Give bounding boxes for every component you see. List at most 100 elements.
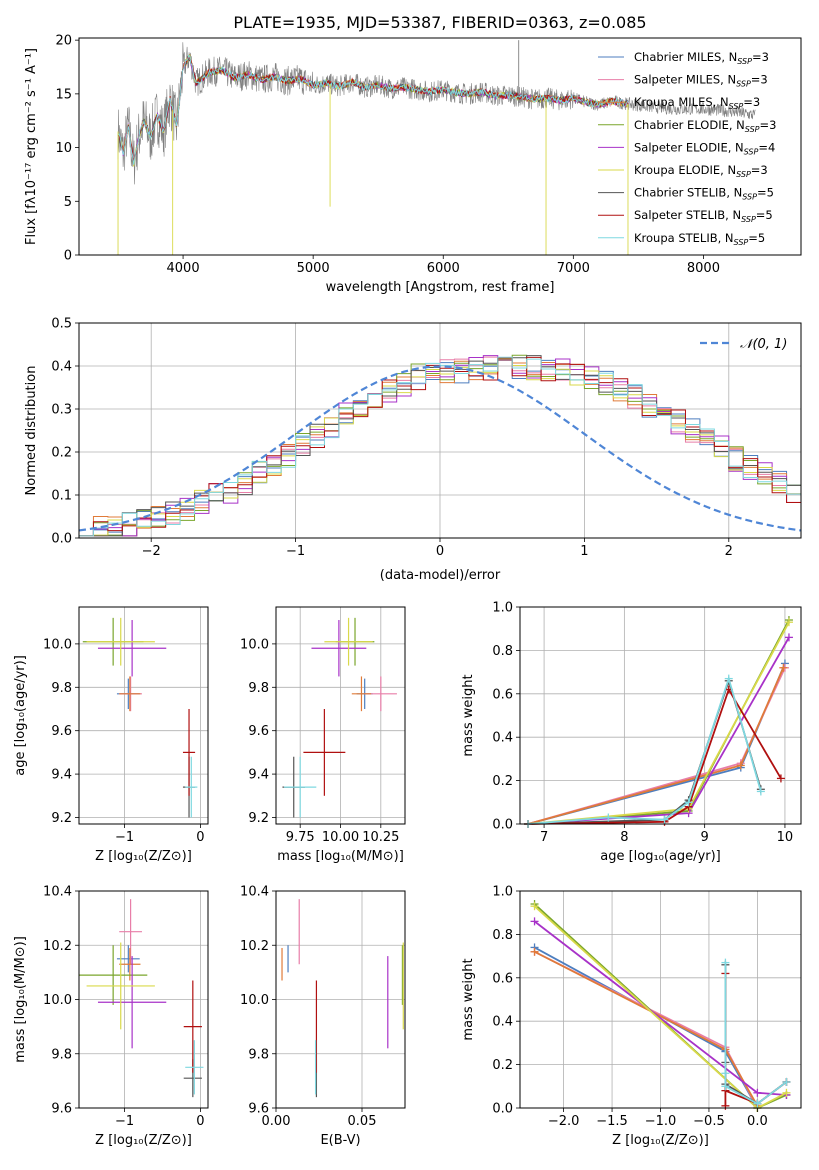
y-tick-label: 0.6 (492, 687, 513, 702)
x-tick-label: 9.75 (286, 830, 315, 845)
x-tick-label: −1 (115, 1114, 134, 1129)
legend-label: Salpeter STELIB, NSSP=5 (634, 208, 773, 224)
x-tick-label: 0 (196, 830, 204, 845)
x-tick-label: 8000 (687, 261, 720, 276)
y-tick-label: 10.2 (240, 939, 269, 954)
mass-weight-line (527, 621, 790, 825)
y-tick-label: 0.2 (492, 1058, 513, 1073)
x-tick-label: −2.0 (548, 1114, 580, 1129)
y-tick-label: 9.4 (248, 768, 269, 783)
legend-label: Chabrier STELIB, NSSP=5 (634, 186, 774, 202)
x-tick-label: 4000 (167, 261, 200, 276)
y-axis-label: Normed distribution (24, 366, 39, 496)
y-tick-label: 9.4 (51, 768, 72, 783)
x-tick-label: 0.00 (262, 1114, 291, 1129)
x-tick-label: −1.5 (596, 1114, 628, 1129)
x-tick-label: 10 (777, 830, 794, 845)
y-tick-label: 9.6 (51, 724, 72, 739)
y-tick-label: 0.6 (492, 971, 513, 986)
y-axis-label: Flux [fλ10⁻¹⁷ erg cm⁻² s⁻¹ A⁻¹] (24, 48, 39, 245)
y-tick-label: 0.4 (492, 1015, 513, 1030)
y-tick-label: 10.0 (240, 993, 269, 1008)
x-tick-label: 5000 (297, 261, 330, 276)
x-tick-label: 0.05 (348, 1114, 377, 1129)
massweight-vs-metallicity-panel: −2.0 −1.5 −1.0 −0.5 0.0 0.0 0.2 0.4 0.6 0.8 1.0 Z [… (461, 885, 802, 1148)
normal-distribution-curve (78, 365, 802, 532)
mass-vs-ebv-panel: 0.00 0.05 9.6 9.8 10.0 10.2 10.4 E(B-V) (240, 885, 406, 1148)
y-axis-label: age [log₁₀(age/yr)] (13, 655, 28, 776)
y-axis-label: mass weight (461, 958, 476, 1040)
model-spectrum-line (117, 54, 629, 162)
x-tick-label: 0 (436, 544, 444, 559)
y-tick-label: 0.1 (51, 489, 72, 504)
model-spectrum-line (117, 54, 629, 162)
y-tick-label: 0.4 (492, 731, 513, 746)
y-tick-label: 9.6 (248, 1102, 269, 1117)
y-tick-label: 9.8 (248, 1047, 269, 1062)
x-tick-label: 8 (620, 830, 628, 845)
x-tick-label: 9 (701, 830, 709, 845)
massweight-vs-age-panel: 7 8 9 10 0.0 0.2 0.4 0.6 0.8 1.0 age [log₁₀(age/yr… (461, 601, 802, 864)
mass-weight-line (527, 667, 786, 825)
y-tick-label: 10 (55, 141, 72, 156)
y-tick-label: 10.0 (43, 637, 72, 652)
legend-label: Salpeter ELODIE, NSSP=4 (634, 140, 775, 156)
y-tick-label: 0.4 (51, 360, 72, 375)
y-tick-label: 20 (55, 34, 72, 49)
y-tick-label: 10.4 (43, 885, 72, 900)
y-axis-label: mass [log₁₀(M/M⊙)] (13, 936, 28, 1063)
y-tick-label: 1.0 (492, 885, 513, 900)
axes-frame (519, 606, 802, 825)
residual-histogram (79, 355, 801, 537)
legend-label: Kroupa STELIB, NSSP=5 (634, 231, 765, 247)
legend-label: Kroupa MILES, NSSP=3 (634, 95, 760, 111)
mass-weight-line (724, 964, 788, 1105)
model-spectrum-line (117, 54, 629, 165)
axes-frame (78, 606, 209, 825)
y-tick-label: 0.8 (492, 644, 513, 659)
x-tick-label: 0 (196, 1114, 204, 1129)
spectrum-panel: 4000 5000 6000 7000 8000 0 5 10 15 20 wavelength [… (24, 34, 802, 295)
legend-label: Salpeter MILES, NSSP=3 (634, 73, 768, 89)
x-axis-label: wavelength [Angstrom, rest frame] (326, 280, 555, 295)
x-tick-label: −1 (286, 544, 305, 559)
x-axis-label: mass [log₁₀(M/M⊙)] (277, 849, 404, 864)
y-tick-label: 10.4 (240, 885, 269, 900)
y-tick-label: 9.8 (248, 681, 269, 696)
y-tick-label: 0.5 (51, 317, 72, 332)
x-tick-label: −2 (142, 544, 161, 559)
mass-weight-line (534, 950, 759, 1107)
y-tick-label: 10.2 (43, 939, 72, 954)
observed-spectrum-line (117, 42, 756, 185)
y-tick-label: 10.0 (240, 637, 269, 652)
y-tick-label: 5 (64, 195, 72, 210)
y-tick-label: 0.2 (492, 774, 513, 789)
x-tick-label: −1.0 (645, 1114, 677, 1129)
residual-histogram (79, 356, 801, 537)
age-vs-metallicity-panel: −1 0 9.2 9.4 9.6 9.8 10.0 Z [log₁₀(Z/Z⊙)] age [l… (13, 606, 209, 864)
x-tick-label: −0.5 (693, 1114, 725, 1129)
x-axis-label: Z [log₁₀(Z/Z⊙)] (612, 1133, 709, 1148)
model-spectrum-line (117, 54, 629, 166)
y-tick-label: 0.0 (492, 818, 513, 833)
y-tick-label: 0.8 (492, 928, 513, 943)
y-tick-label: 0.0 (51, 532, 72, 547)
x-tick-label: 7000 (557, 261, 590, 276)
x-tick-label: 7 (540, 830, 548, 845)
legend-label: 𝒩(0, 1) (740, 337, 787, 352)
mass-weight-line (527, 636, 790, 825)
y-tick-label: 0.2 (51, 446, 72, 461)
x-tick-label: 10.25 (362, 830, 399, 845)
mass-weight-line (724, 962, 788, 1105)
legend-label: Chabrier MILES, NSSP=3 (634, 50, 769, 66)
residual-histogram (79, 358, 801, 537)
x-tick-label: −1 (115, 830, 134, 845)
x-tick-label: 10.00 (322, 830, 359, 845)
y-tick-label: 0.0 (492, 1102, 513, 1117)
residuals-panel: −2 −1 0 1 2 0.0 0.1 0.2 0.3 0.4 0.5 (data-model)/er… (24, 317, 802, 583)
y-tick-label: 15 (55, 87, 72, 102)
x-tick-label: 6000 (427, 261, 460, 276)
x-axis-label: age [log₁₀(age/yr)] (600, 849, 721, 864)
x-tick-label: 0.0 (747, 1114, 768, 1129)
